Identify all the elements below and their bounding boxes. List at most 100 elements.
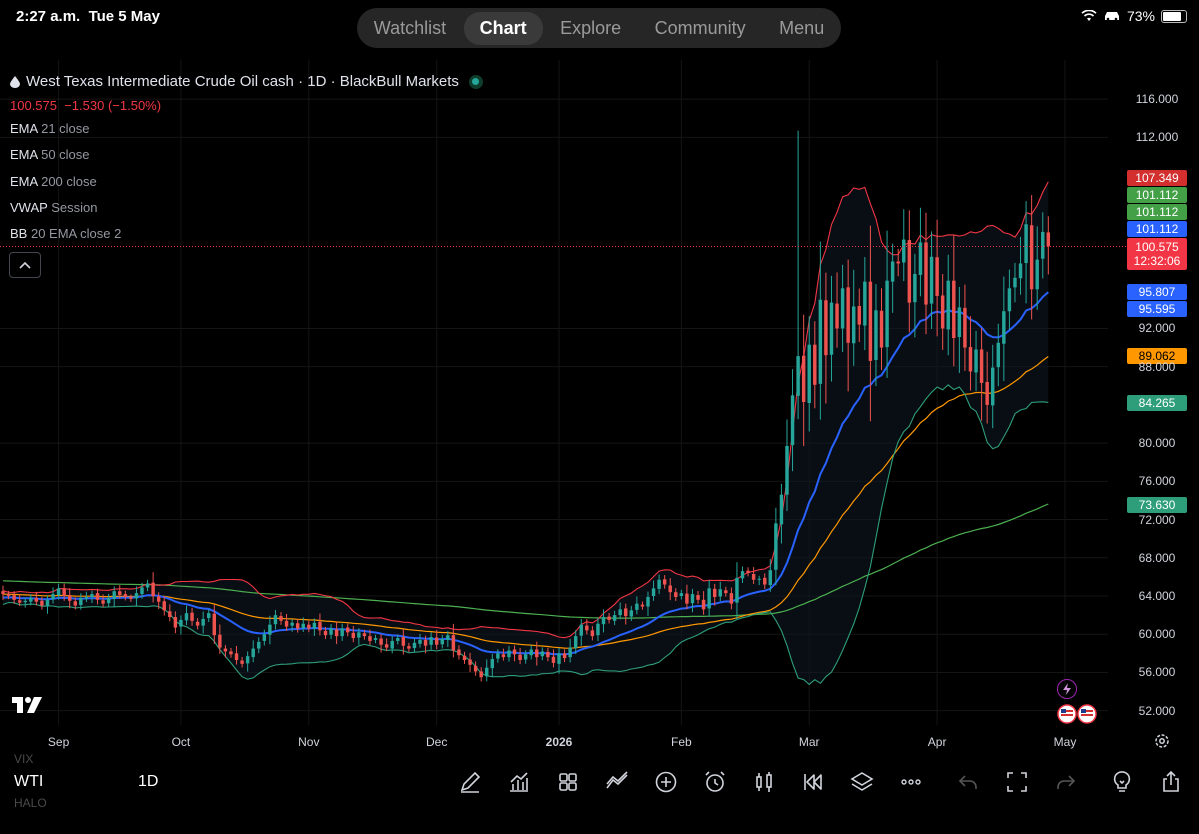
- candle-body: [162, 601, 166, 611]
- ideas-button[interactable]: [1108, 768, 1136, 796]
- candle-body: [813, 344, 817, 385]
- candle-body: [501, 654, 506, 658]
- indicator-legend-item[interactable]: EMA 50 close: [10, 147, 90, 162]
- indicator-legend-item[interactable]: EMA 21 close: [10, 121, 90, 136]
- us-flag-icon[interactable]: [1057, 704, 1077, 724]
- legend-price-change: 100.575 −1.530 (−1.50%): [10, 98, 162, 113]
- candle-body: [573, 636, 578, 649]
- candle-body: [924, 242, 928, 305]
- candle-body: [84, 596, 89, 599]
- replay-button[interactable]: [799, 768, 827, 796]
- candle-body: [974, 349, 978, 373]
- candle-body: [674, 592, 678, 597]
- collapse-legend-button[interactable]: [9, 252, 41, 278]
- undo-button[interactable]: [954, 768, 982, 796]
- more-button[interactable]: [897, 768, 925, 796]
- tab-watchlist[interactable]: Watchlist: [373, 17, 447, 38]
- candle-body: [173, 617, 178, 628]
- candle-body: [807, 344, 811, 403]
- candle-body: [818, 299, 823, 384]
- candle-body: [507, 650, 511, 658]
- candle-body: [346, 627, 350, 633]
- tab-community[interactable]: Community: [654, 17, 746, 38]
- tab-menu[interactable]: Menu: [779, 17, 825, 38]
- drawing-tool-button[interactable]: [456, 768, 484, 796]
- indicator-legend-item[interactable]: BB 20 EMA close 2: [10, 226, 121, 241]
- candlestick-icon: [756, 772, 772, 792]
- add-symbol-button[interactable]: [652, 768, 680, 796]
- chart-settings-gear-icon[interactable]: [1153, 732, 1171, 755]
- candle-body: [73, 601, 78, 606]
- candle-body: [268, 624, 272, 635]
- y-axis-tick-label: 72.000: [1138, 512, 1176, 527]
- candle-body: [251, 648, 255, 658]
- car-icon: [1104, 12, 1119, 21]
- candle-body: [95, 593, 100, 600]
- compare-lines-icon: [606, 771, 628, 789]
- y-axis-tick-label: 60.000: [1138, 627, 1176, 642]
- candle-body: [6, 594, 11, 596]
- candle-body: [67, 595, 72, 601]
- y-axis-tick-label: 112.000: [1135, 130, 1179, 145]
- chevron-up-icon: [19, 261, 31, 269]
- plus-circle-icon: [655, 771, 677, 793]
- candle-body: [929, 256, 934, 304]
- layers-button[interactable]: [848, 768, 876, 796]
- tab-explore[interactable]: Explore: [560, 17, 622, 38]
- candle-body: [724, 590, 728, 594]
- alert-button[interactable]: [701, 768, 729, 796]
- candle-body: [45, 599, 50, 607]
- indicator-legend-item[interactable]: VWAP Session: [10, 200, 97, 215]
- compare-button[interactable]: [603, 768, 631, 796]
- redo-button[interactable]: [1052, 768, 1080, 796]
- candle-body: [968, 347, 973, 372]
- candle-body: [646, 596, 650, 607]
- tradingview-logo: [12, 697, 44, 718]
- indicator-name: EMA: [10, 121, 38, 136]
- candle-body: [168, 611, 172, 618]
- candle-body: [996, 342, 1001, 368]
- ema200-line: [2, 503, 1049, 619]
- candle-body: [29, 597, 33, 602]
- candle-body: [618, 609, 622, 616]
- indicators-button[interactable]: [505, 768, 533, 796]
- candle-body: [629, 610, 634, 617]
- candle-body: [568, 647, 572, 658]
- status-time: 2:27 a.m. Tue 5 May: [16, 8, 160, 25]
- candle-body: [140, 587, 144, 595]
- candle-body: [607, 616, 611, 620]
- symbol-description: West Texas Intermediate Crude Oil cash ·…: [26, 73, 459, 90]
- ema50-line: [2, 356, 1049, 649]
- market-open-icon: [468, 74, 483, 89]
- chart-type-button[interactable]: [750, 768, 778, 796]
- candle-body: [90, 594, 94, 597]
- candle-body: [229, 651, 233, 655]
- candle-body: [729, 593, 734, 604]
- lightning-event-icon[interactable]: [1057, 679, 1077, 699]
- candle-body: [840, 288, 845, 329]
- candle-body: [651, 588, 656, 596]
- candle-body: [56, 588, 61, 596]
- grid-icon: [559, 773, 577, 791]
- tab-chart[interactable]: Chart: [463, 11, 543, 45]
- candle-body: [257, 641, 261, 649]
- candle-body: [562, 653, 567, 659]
- share-button[interactable]: [1157, 768, 1185, 796]
- us-event-icons[interactable]: [1057, 704, 1097, 724]
- x-axis-tick-label: Sep: [47, 735, 70, 749]
- candle-body: [879, 310, 884, 348]
- interval-button[interactable]: 1D: [138, 773, 159, 790]
- oil-drop-icon: [10, 75, 20, 88]
- candle-body: [1046, 232, 1051, 247]
- candle-body: [557, 653, 561, 664]
- indicator-legend-item[interactable]: EMA 200 close: [10, 174, 97, 189]
- candle-body: [757, 578, 761, 580]
- candle-body: [751, 574, 756, 580]
- candle-body: [985, 381, 989, 405]
- us-flag-icon[interactable]: [1077, 704, 1097, 724]
- symbol-button[interactable]: WTI: [14, 773, 44, 790]
- fullscreen-button[interactable]: [1003, 768, 1031, 796]
- templates-button[interactable]: [554, 768, 582, 796]
- candle-body: [907, 240, 912, 303]
